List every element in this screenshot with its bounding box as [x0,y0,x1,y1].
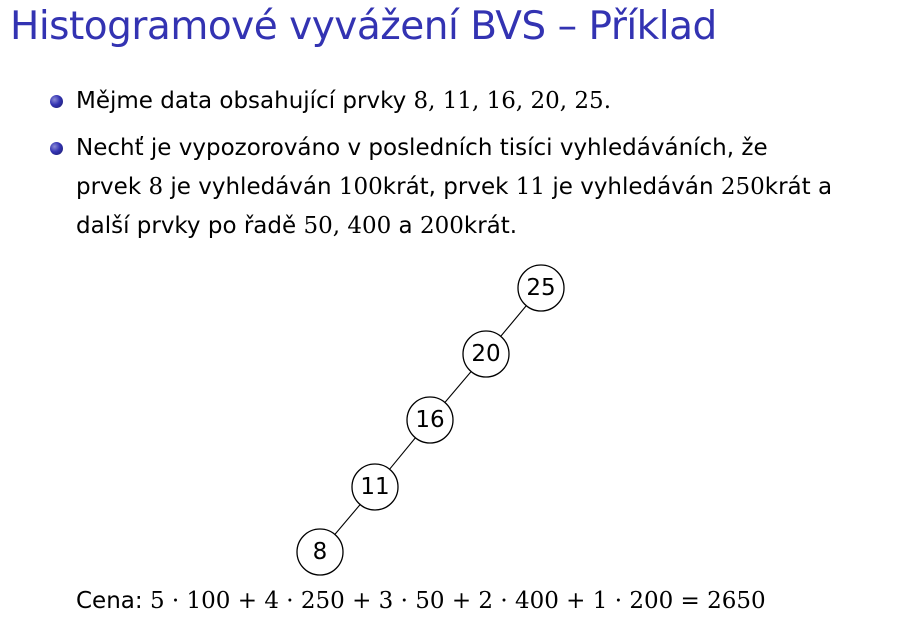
bullet-line: prvek 8 je vyhledáván 100krát, prvek 11 … [76,168,910,207]
bullet-dot-icon [50,142,63,155]
node-circle [462,330,510,378]
bullet-text: krát. [463,213,518,239]
bullet-text: Mějme data obsahující prvky [76,88,414,114]
node-label: 16 [415,407,444,433]
math-value: 100 [338,174,383,200]
node-circle [351,463,399,511]
node-label: 25 [526,275,555,301]
tree-node-8: 8 [296,528,344,576]
cost-line: Cena: 5 · 100 + 4 · 250 + 3 · 50 + 2 · 4… [76,588,766,614]
bullet-dot-icon [50,95,63,108]
math-value: 50, 400 [303,213,392,239]
bullet-item-data: Mějme data obsahující prvky 8, 11, 16, 2… [50,82,910,121]
node-circle [296,528,344,576]
math-value: 250 [720,174,765,200]
cost-label: Cena: [76,588,150,614]
bullet-text: krát a [764,174,833,200]
bullet-list: Mějme data obsahující prvky 8, 11, 16, 2… [50,82,910,254]
bullet-text: je vyhledáván [545,174,721,200]
bullet-text: prvek [76,174,149,200]
bullet-text: Nechť je vypozorováno v posledních tisíc… [76,135,768,161]
node-label: 20 [471,341,500,367]
bullet-text: krát, prvek [382,174,516,200]
tree-node-16: 16 [406,396,454,444]
node-label: 8 [313,539,328,565]
node-circle [406,396,454,444]
tree-node-25: 25 [517,264,565,312]
bullet-text: je vyhledáván [163,174,339,200]
slide-title: Histogramové vyvážení BVS – Příklad [10,4,717,49]
node-circle [517,264,565,312]
bullet-text: a [391,213,420,239]
math-value: 11 [515,174,546,200]
math-value: 200 [419,213,464,239]
bullet-text: další prvky po řadě [76,213,304,239]
node-label: 11 [360,474,389,500]
math-elements: 8, 11, 16, 20, 25. [413,88,612,114]
bullet-line: Nechť je vypozorováno v posledních tisíc… [76,129,910,168]
cost-formula: 5 · 100 + 4 · 250 + 3 · 50 + 2 · 400 + 1… [149,588,766,614]
tree-node-20: 20 [462,330,510,378]
bullet-item-frequencies: Nechť je vypozorováno v posledních tisíc… [50,129,910,246]
tree-node-11: 11 [351,463,399,511]
bullet-line: další prvky po řadě 50, 400 a 200krát. [76,207,910,246]
math-value: 8 [148,174,164,200]
